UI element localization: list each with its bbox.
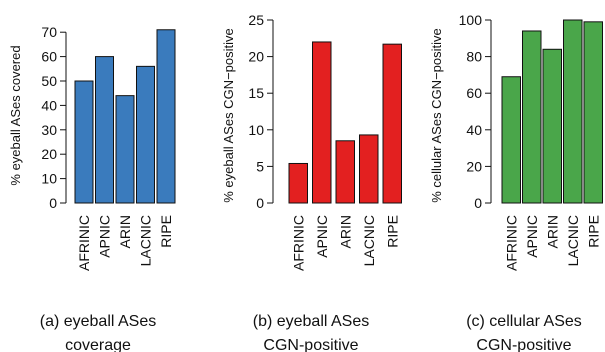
bar — [583, 21, 603, 204]
x-tick-label: LACNIC — [138, 215, 154, 266]
y-tick-label: 70 — [41, 24, 57, 40]
bar — [501, 76, 521, 204]
bar — [312, 41, 332, 204]
x-tick-label: AFRINIC — [290, 215, 306, 271]
panel-caption: coverage — [65, 337, 131, 352]
chart-panel-2: 0 5 10 15 20 25 % eyeball ASes CGN−positive AFR… — [221, 12, 402, 352]
x-tick-label: RIPE — [158, 215, 174, 248]
panel-caption: CGN-positive — [476, 337, 571, 352]
bar — [522, 30, 542, 204]
y-tick-label: 0 — [474, 195, 482, 211]
x-tick-label: ARIN — [544, 215, 560, 248]
y-axis-label: % eyeball ASes covered — [8, 45, 23, 185]
y-axis-label: % cellular ASes CGN−positive — [429, 28, 444, 203]
y-tick-label: 15 — [248, 85, 264, 101]
y-tick-label: 40 — [466, 122, 482, 138]
x-tick-label: ARIN — [117, 215, 133, 248]
bar — [288, 162, 308, 204]
bar — [382, 43, 402, 204]
y-tick-label: 0 — [49, 195, 57, 211]
y-tick-label: 20 — [248, 49, 264, 65]
x-tick-label: APNIC — [97, 215, 113, 258]
bar — [95, 56, 114, 204]
y-tick-label: 80 — [466, 49, 482, 65]
y-tick-label: 10 — [248, 122, 264, 138]
panel-caption: (b) eyeball ASes — [253, 313, 370, 330]
y-tick-label: 60 — [466, 85, 482, 101]
y-tick-label: 25 — [248, 12, 264, 28]
chart-panel-3: 0 20 40 60 80 100 % cellular ASes CGN−positive… — [429, 12, 603, 352]
y-tick-label: 60 — [41, 49, 57, 65]
x-tick-label: RIPE — [585, 215, 601, 248]
panel-caption: CGN-positive — [263, 337, 358, 352]
bar — [335, 140, 355, 204]
x-tick-label: AFRINIC — [76, 215, 92, 271]
panel-caption: (a) eyeball ASes — [40, 313, 157, 330]
x-tick-label: RIPE — [384, 215, 400, 248]
panel-caption: (c) cellular ASes — [466, 313, 582, 330]
y-tick-label: 40 — [41, 97, 57, 113]
bar — [563, 19, 583, 204]
x-tick-label: LACNIC — [361, 215, 377, 266]
x-tick-label: APNIC — [524, 215, 540, 258]
y-tick-label: 5 — [256, 158, 264, 174]
x-tick-label: LACNIC — [565, 215, 581, 266]
y-tick-label: 10 — [41, 171, 57, 187]
y-tick-label: 50 — [41, 73, 57, 89]
y-tick-label: 20 — [466, 158, 482, 174]
x-tick-label: AFRINIC — [503, 215, 519, 271]
bar — [542, 48, 562, 204]
y-tick-label: 100 — [459, 12, 483, 28]
bar — [74, 80, 94, 204]
bar — [156, 29, 176, 204]
x-tick-label: APNIC — [314, 215, 330, 258]
bar — [359, 134, 379, 204]
x-tick-label: ARIN — [337, 215, 353, 248]
y-tick-label: 30 — [41, 122, 57, 138]
chart-panel-1: 0 10 20 30 40 50 60 70 % eyeball ASes covered AFR… — [8, 24, 176, 352]
bar — [136, 65, 155, 204]
y-tick-label: 20 — [41, 146, 57, 162]
y-tick-label: 0 — [256, 195, 264, 211]
bar — [115, 95, 135, 204]
y-axis-label: % eyeball ASes CGN−positive — [221, 28, 236, 203]
